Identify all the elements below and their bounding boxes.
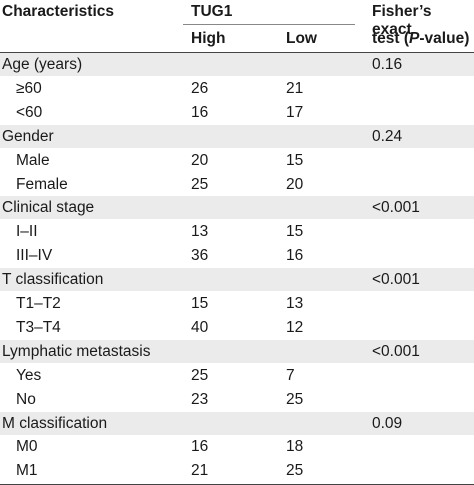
low-count: 25 bbox=[286, 462, 304, 480]
group-row-background bbox=[0, 268, 474, 292]
high-count: 13 bbox=[191, 223, 209, 241]
item-label: No bbox=[16, 390, 36, 408]
group-row-background bbox=[0, 124, 474, 148]
tug1-underline bbox=[183, 24, 355, 25]
group-label: Lymphatic metastasis bbox=[2, 342, 151, 360]
group-row-background bbox=[0, 411, 474, 435]
group-row-background bbox=[0, 339, 474, 363]
p-value: 0.16 bbox=[372, 56, 403, 73]
group-row-background bbox=[0, 196, 474, 220]
high-count: 36 bbox=[191, 247, 209, 265]
characteristics-header: Characteristics bbox=[2, 3, 115, 20]
p-value: <0.001 bbox=[372, 271, 420, 289]
item-label: Female bbox=[16, 175, 68, 193]
low-count: 13 bbox=[286, 295, 304, 312]
group-row-background bbox=[0, 53, 474, 76]
group-label: M classification bbox=[2, 414, 108, 432]
high-header: High bbox=[191, 30, 226, 47]
item-label: ≥60 bbox=[16, 79, 42, 97]
high-count: 40 bbox=[191, 318, 209, 336]
group-label: Gender bbox=[2, 127, 54, 145]
low-count: 18 bbox=[286, 438, 304, 456]
low-count: 21 bbox=[286, 79, 304, 97]
item-label: Yes bbox=[16, 366, 42, 384]
group-label: T classification bbox=[2, 271, 104, 289]
low-header: Low bbox=[286, 30, 317, 47]
tug1-header: TUG1 bbox=[191, 3, 233, 20]
group-label: Clinical stage bbox=[2, 199, 95, 217]
low-count: 7 bbox=[286, 366, 295, 384]
low-count: 16 bbox=[286, 247, 304, 265]
low-count: 25 bbox=[286, 390, 304, 408]
low-count: 17 bbox=[286, 103, 304, 121]
low-count: 12 bbox=[286, 318, 304, 336]
fisher-header-line2: test (P-value) bbox=[372, 30, 469, 48]
low-count: 20 bbox=[286, 175, 304, 193]
high-count: 20 bbox=[191, 151, 209, 169]
group-label: Age (years) bbox=[2, 56, 83, 73]
high-count: 15 bbox=[191, 295, 209, 312]
high-count: 16 bbox=[191, 103, 209, 121]
item-label: T3–T4 bbox=[16, 318, 61, 336]
header-rule bbox=[0, 52, 474, 53]
low-count: 15 bbox=[286, 151, 304, 169]
item-label: <60 bbox=[16, 103, 43, 121]
item-label: III–IV bbox=[16, 247, 53, 265]
high-count: 21 bbox=[191, 462, 209, 480]
low-count: 15 bbox=[286, 223, 304, 241]
item-label: T1–T2 bbox=[16, 295, 61, 312]
high-count: 16 bbox=[191, 438, 209, 456]
fisher-p-letter: P bbox=[409, 30, 420, 47]
item-label: Male bbox=[16, 151, 50, 169]
fisher-test-prefix: test ( bbox=[372, 30, 410, 47]
p-value: <0.001 bbox=[372, 199, 420, 217]
item-label: M0 bbox=[16, 438, 38, 456]
fisher-header-line1: Fisher’s exact bbox=[372, 3, 432, 38]
high-count: 25 bbox=[191, 175, 209, 193]
p-value: 0.24 bbox=[372, 127, 403, 145]
high-count: 23 bbox=[191, 390, 209, 408]
item-label: I–II bbox=[16, 223, 38, 241]
high-count: 25 bbox=[191, 366, 209, 384]
p-value: <0.001 bbox=[372, 342, 420, 360]
high-count: 26 bbox=[191, 79, 209, 97]
item-label: M1 bbox=[16, 462, 38, 480]
p-value: 0.09 bbox=[372, 414, 403, 432]
fisher-value-suffix: -value) bbox=[419, 30, 470, 47]
